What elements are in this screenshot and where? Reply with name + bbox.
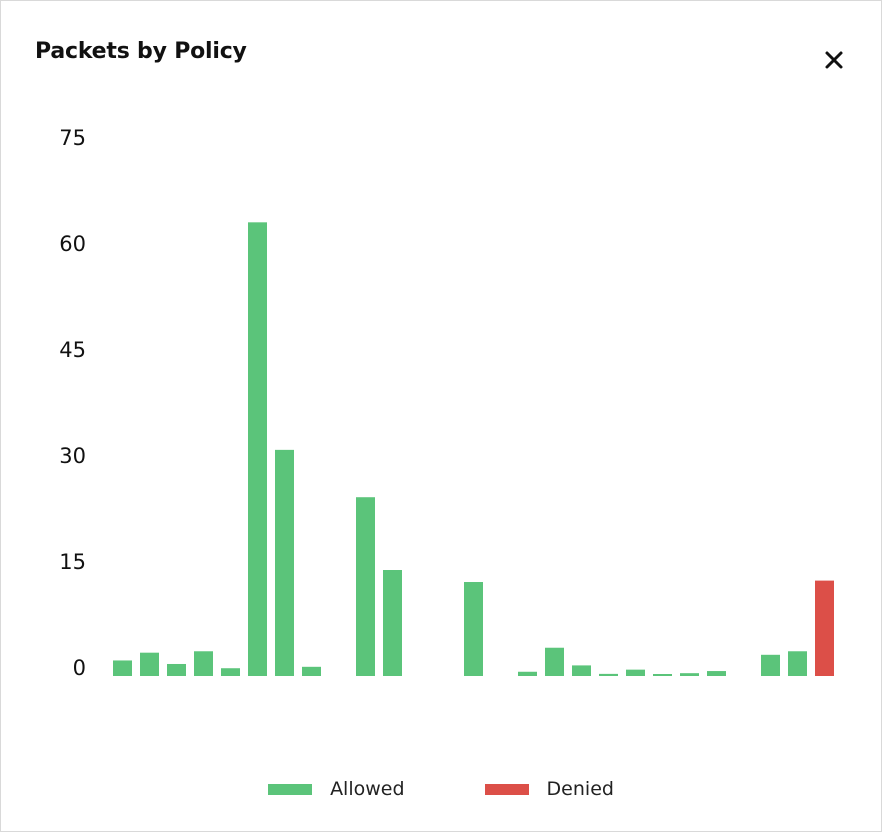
legend-item-allowed[interactable]: Allowed — [268, 778, 405, 800]
y-tick-label: 75 — [59, 126, 86, 150]
bar-allowed[interactable] — [545, 647, 564, 676]
legend-swatch-denied — [484, 783, 529, 795]
bar-allowed[interactable] — [518, 671, 537, 676]
bar-denied[interactable] — [815, 580, 834, 676]
close-icon[interactable] — [819, 45, 849, 75]
panel-title: Packets by Policy — [35, 39, 247, 64]
bar-allowed[interactable] — [194, 651, 213, 676]
bar-allowed[interactable] — [140, 652, 159, 676]
legend-label-denied: Denied — [546, 778, 614, 800]
y-tick-label: 15 — [59, 550, 86, 574]
bar-allowed[interactable] — [356, 497, 375, 676]
bar-allowed[interactable] — [788, 651, 807, 676]
y-tick-label: 30 — [59, 444, 86, 468]
bar-allowed[interactable] — [167, 663, 186, 676]
bars — [113, 222, 834, 676]
bar-allowed[interactable] — [248, 222, 267, 676]
bar-allowed[interactable] — [302, 666, 321, 676]
legend-swatch-allowed — [268, 783, 313, 795]
bar-allowed[interactable] — [221, 668, 240, 676]
bar-allowed[interactable] — [680, 673, 699, 676]
y-axis-ticks: 75 60 45 30 15 0 — [59, 126, 86, 680]
bar-allowed[interactable] — [275, 449, 294, 676]
bar-allowed[interactable] — [653, 674, 672, 676]
bar-allowed[interactable] — [572, 665, 591, 676]
bar-allowed[interactable] — [707, 671, 726, 676]
legend-label-allowed: Allowed — [330, 778, 405, 800]
legend: Allowed Denied — [0, 778, 882, 800]
bar-allowed[interactable] — [599, 673, 618, 676]
y-tick-label: 60 — [59, 232, 86, 256]
bar-allowed[interactable] — [626, 669, 645, 676]
bar-allowed[interactable] — [113, 660, 132, 676]
y-tick-label: 0 — [73, 656, 86, 680]
bar-allowed[interactable] — [464, 582, 483, 676]
bar-allowed[interactable] — [383, 570, 402, 676]
y-tick-label: 45 — [59, 338, 86, 362]
bar-allowed[interactable] — [761, 654, 780, 676]
legend-item-denied[interactable]: Denied — [484, 778, 614, 800]
